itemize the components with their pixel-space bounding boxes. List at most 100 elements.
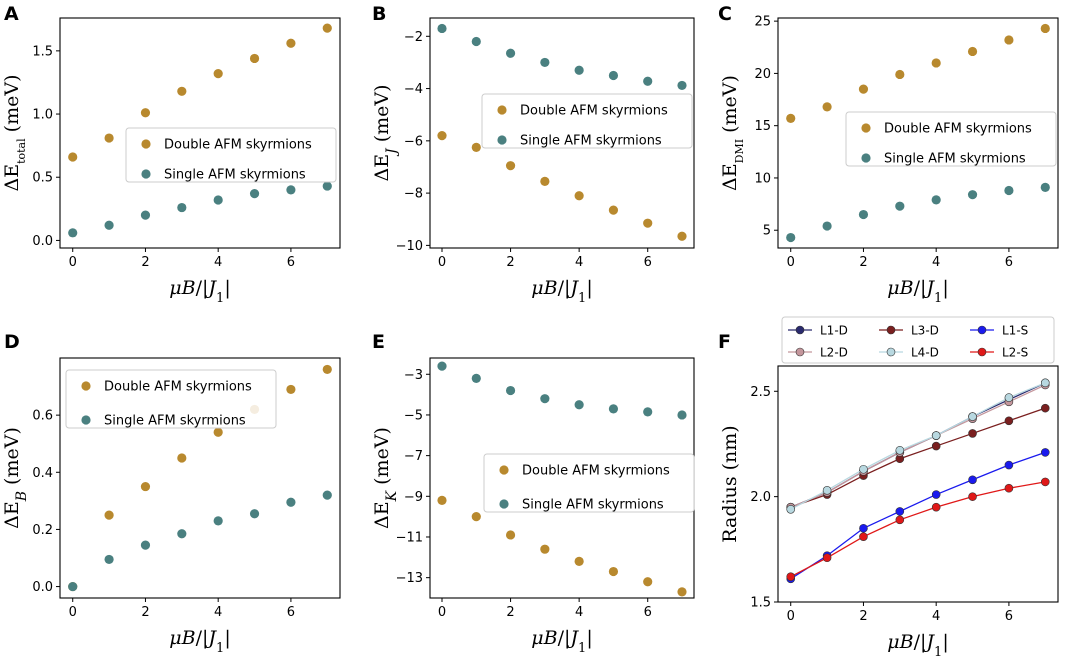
data-point [213, 195, 223, 205]
data-point [858, 209, 869, 220]
x-tick-label: 2 [141, 605, 149, 620]
series-l4-d [786, 378, 1050, 514]
data-point [967, 190, 978, 200]
data-point [1040, 448, 1050, 457]
plot-frame [59, 17, 341, 249]
data-point [1040, 477, 1050, 487]
data-point [104, 554, 114, 565]
data-point [505, 385, 516, 396]
data-point [1040, 182, 1050, 192]
series-l1-s [786, 448, 1050, 584]
x-label-sub: 1 [934, 645, 942, 660]
panel-label: A [4, 3, 19, 25]
data-point [437, 495, 447, 505]
data-point [140, 210, 151, 220]
data-point [249, 189, 260, 199]
panel-label: D [4, 331, 20, 353]
data-point [895, 507, 905, 516]
data-point [931, 490, 941, 499]
x-axis-label: μB/|J1| [169, 277, 230, 306]
data-point [322, 181, 332, 191]
data-point [1004, 460, 1014, 470]
panel-a: A 0 2 4 6 0.0 0.5 1.0 1.5 ΔEtotal (meV) μB/|J1| Dou… [1, 3, 341, 306]
legend-marker [886, 347, 896, 357]
y-label-subscript: total [15, 138, 28, 164]
data-point [286, 185, 296, 195]
plot-frame [777, 17, 1059, 249]
x-tick-label: 4 [214, 255, 222, 270]
y-tick-label: −9 [404, 490, 423, 505]
series-single [68, 181, 332, 238]
data-point [540, 57, 550, 68]
panel-e: E 0 2 4 6 −13 −11 −9 −7 −5 −3 ΔEK (meV) μB/|J1| Doubl… [371, 331, 695, 656]
y-label-unit: (meV) [371, 84, 393, 148]
y-tick-label: 0.6 [32, 409, 53, 424]
data-point [931, 431, 941, 440]
data-point [895, 515, 905, 525]
legend-marker [141, 139, 151, 149]
data-point [822, 221, 832, 231]
x-label-sub: 1 [216, 641, 224, 656]
x-axis-label: μB/|J1| [531, 277, 592, 306]
legend-entry: Double AFM skyrmions [522, 464, 670, 479]
data-point [213, 427, 223, 437]
y-tick-label: 1.5 [750, 596, 771, 611]
legend-marker [861, 153, 871, 163]
x-label-j: J [566, 627, 579, 649]
series-double [786, 23, 1050, 123]
x-label-sub: 1 [578, 641, 586, 656]
y-tick-label: 1.0 [32, 108, 53, 123]
data-point [931, 502, 941, 512]
data-point [286, 497, 296, 507]
data-point [437, 131, 447, 141]
data-point [471, 373, 481, 383]
y-label-unit: (meV) [1, 427, 23, 491]
y-axis-label: ΔEtotal (meV) [1, 75, 28, 192]
plot-frame [59, 357, 341, 599]
data-point [177, 529, 187, 539]
legend-entry: Single AFM skyrmions [520, 134, 662, 149]
y-label-base: ΔE [719, 163, 741, 191]
legend-entry: L1-S [1002, 324, 1028, 338]
x-axis-label: μB/|J1| [887, 277, 948, 306]
x-tick-label: 0 [438, 255, 446, 270]
series-single [437, 23, 687, 91]
y-tick-label: 2.0 [750, 490, 771, 505]
data-point [286, 384, 296, 395]
y-tick-label: −3 [404, 368, 423, 383]
x-label-mu: μB [887, 277, 913, 299]
data-point [1004, 416, 1014, 426]
data-point [643, 218, 653, 228]
data-point [322, 490, 332, 500]
y-tick-label: −4 [404, 82, 423, 97]
x-tick-label: 2 [506, 255, 514, 270]
plot-frame [429, 17, 695, 249]
legend-box [483, 453, 695, 513]
y-label-unit: (meV) [719, 75, 741, 139]
x-axis-label: μB/|J1| [169, 627, 230, 656]
data-point [471, 142, 481, 152]
y-tick-label: 0.4 [32, 466, 53, 481]
panel-label: B [372, 3, 386, 25]
data-point [1004, 483, 1014, 493]
data-point [968, 429, 977, 438]
data-point [540, 176, 550, 186]
y-tick-label: −10 [396, 239, 423, 254]
x-tick-label: 6 [1005, 609, 1013, 624]
data-point [608, 70, 619, 81]
data-point [574, 556, 584, 566]
x-tick-label: 2 [859, 609, 867, 624]
x-tick-label: 2 [506, 605, 514, 620]
data-point [895, 445, 905, 455]
x-label-slash: /| [914, 277, 927, 299]
x-label-slash: /| [196, 627, 209, 649]
data-point [505, 530, 516, 540]
legend-entry: Double AFM skyrmions [104, 380, 252, 395]
x-label-j: J [922, 277, 935, 299]
data-point [68, 581, 78, 592]
data-point [505, 48, 516, 58]
data-point [931, 441, 941, 451]
data-point [931, 195, 941, 205]
